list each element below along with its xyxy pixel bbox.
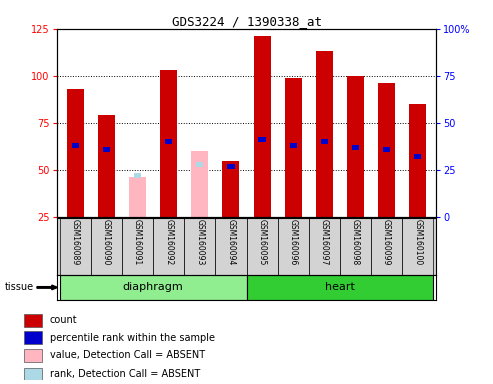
Text: GSM160094: GSM160094 (226, 219, 236, 266)
Bar (153, 218, 184, 275)
Text: GSM160098: GSM160098 (351, 219, 360, 266)
Bar (98, 115, 115, 217)
Bar (409, 104, 426, 217)
Text: value, Detection Call = ABSENT: value, Detection Call = ABSENT (49, 350, 205, 360)
Text: GSM160090: GSM160090 (102, 219, 111, 266)
Text: GSM160091: GSM160091 (133, 219, 142, 266)
Text: GSM160095: GSM160095 (257, 219, 267, 266)
Bar (129, 177, 146, 217)
Bar (24, 349, 42, 362)
Bar (246, 218, 278, 275)
Bar (24, 314, 42, 327)
Bar (414, 154, 421, 159)
Bar (371, 218, 402, 275)
Bar (340, 218, 371, 275)
Bar (352, 145, 359, 150)
Bar (278, 218, 309, 275)
Text: GSM160096: GSM160096 (289, 219, 298, 266)
Bar (378, 83, 395, 217)
Bar (60, 218, 91, 275)
Bar (347, 76, 364, 217)
Bar (402, 218, 433, 275)
Bar (160, 70, 177, 217)
Text: diaphragm: diaphragm (123, 282, 183, 293)
Bar (289, 143, 297, 148)
Bar (191, 151, 209, 217)
Text: heart: heart (325, 282, 355, 293)
Text: count: count (49, 315, 77, 325)
Text: tissue: tissue (5, 282, 34, 293)
Text: GSM160097: GSM160097 (320, 219, 329, 266)
Text: GSM160093: GSM160093 (195, 219, 204, 266)
Bar (165, 139, 173, 144)
Bar (253, 36, 271, 217)
Text: GSM160092: GSM160092 (164, 219, 173, 266)
Bar (227, 164, 235, 169)
Bar (258, 137, 266, 142)
Bar (60, 275, 246, 300)
Text: GSM160099: GSM160099 (382, 219, 391, 266)
Bar (72, 143, 79, 148)
Bar (91, 218, 122, 275)
Text: percentile rank within the sample: percentile rank within the sample (49, 333, 214, 343)
Bar (122, 218, 153, 275)
Bar (24, 368, 42, 381)
Text: GSM160089: GSM160089 (71, 219, 80, 266)
Bar (24, 331, 42, 344)
Title: GDS3224 / 1390338_at: GDS3224 / 1390338_at (172, 15, 321, 28)
Bar (184, 218, 215, 275)
Bar (222, 161, 240, 217)
Bar (284, 78, 302, 217)
Bar (383, 147, 390, 152)
Bar (103, 147, 110, 152)
Bar (215, 218, 246, 275)
Text: GSM160100: GSM160100 (413, 219, 422, 266)
Bar (316, 51, 333, 217)
Bar (134, 173, 141, 178)
Text: rank, Detection Call = ABSENT: rank, Detection Call = ABSENT (49, 369, 200, 379)
Bar (67, 89, 84, 217)
Bar (196, 162, 204, 167)
Bar (309, 218, 340, 275)
Bar (320, 139, 328, 144)
Bar (246, 275, 433, 300)
